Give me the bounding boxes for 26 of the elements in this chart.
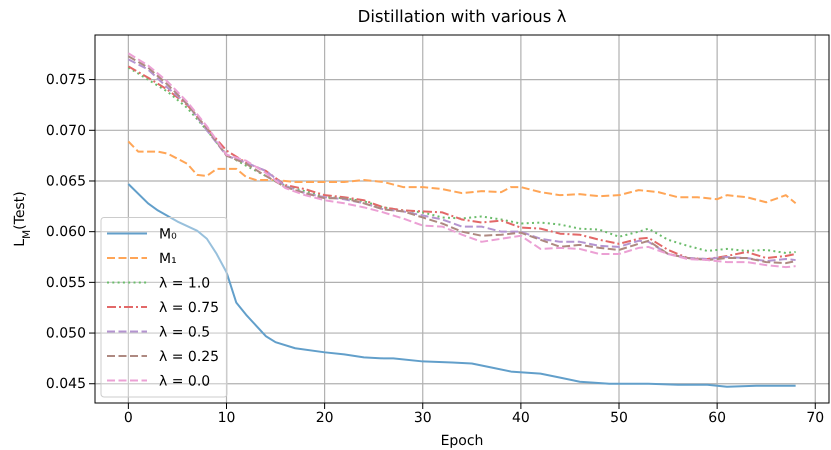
x-tick-label: 30 [414,410,432,426]
y-tick-label: 0.060 [46,224,86,240]
legend-label: λ = 0.75 [159,300,220,316]
x-tick-label: 10 [218,410,236,426]
legend-label: λ = 0.25 [159,349,220,365]
x-tick-label: 70 [806,410,824,426]
line-series [127,183,797,388]
x-axis-title: Epoch [440,433,484,449]
y-tick-label: 0.045 [46,376,86,392]
legend-label: M₁ [159,251,177,267]
x-tick-label: 50 [610,410,628,426]
y-tick-label: 0.055 [46,274,86,291]
x-tick-label: 20 [316,410,334,426]
x-tick-label: 60 [708,410,726,426]
x-tick-label: 0 [124,410,133,426]
y-tick-label: 0.075 [46,72,86,88]
legend-label: λ = 1.0 [159,276,210,292]
x-tick-label: 40 [512,410,530,426]
y-tick-label: 0.050 [46,326,86,342]
legend-label: λ = 0.5 [159,324,210,340]
y-tick-label: 0.065 [46,173,86,190]
y-tick-label: 0.070 [46,122,86,139]
chart-title: Distillation with various λ [358,7,567,26]
legend-label: λ = 0.0 [159,374,210,390]
legend-label: M₀ [159,226,178,242]
line-series [127,140,797,204]
